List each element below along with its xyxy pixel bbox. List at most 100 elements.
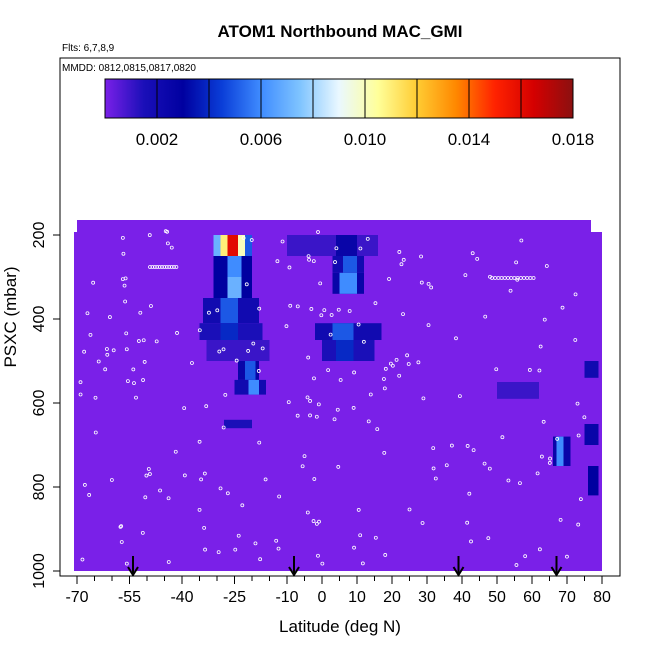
heatmap-cell [584,424,599,445]
sample-dot [352,545,356,550]
sample-dot [149,304,153,308]
sample-dot [197,439,202,444]
sample-dot [431,446,436,451]
sample-dot [336,307,341,312]
colorbar-tick-label: 0.002 [136,130,179,149]
sample-dot [197,328,202,333]
colorbar: 0.002 0.006 0.010 0.014 0.018 [104,78,594,149]
sample-dot [518,481,522,486]
sample-dot [253,541,258,546]
sample-dot [471,448,476,453]
heatmap-cell [287,235,378,256]
sample-dot [390,363,395,368]
sample-dot [131,367,136,372]
sample-dot [383,553,388,557]
sample-dot [87,493,92,497]
sample-dot [538,344,543,349]
sample-dot [241,236,246,240]
x-tick-label: -55 [118,589,141,606]
sample-dot [164,265,169,269]
heatmap-cell [224,419,252,429]
sample-dot [401,257,406,262]
sample-dot [356,322,361,327]
y-tick-label: 800 [31,474,48,501]
heatmap-cell [220,298,238,324]
dates-label: MMDD: 0812,0815,0817,0820 [62,63,196,74]
sample-dot [535,471,540,476]
sample-dot [166,560,171,564]
sample-dot [286,400,291,405]
sample-dot [333,260,337,264]
sample-dot [202,525,207,530]
sample-dot [316,230,320,234]
heatmap-layer [74,220,602,571]
sample-dot [360,561,365,566]
sample-dot [166,496,171,501]
heatmap-cell [248,379,259,395]
sample-dot [88,332,93,337]
sample-dot [544,264,549,268]
sample-dot [141,378,145,382]
sample-dot [109,478,114,482]
sample-dot [388,361,393,366]
sample-dot [280,239,285,244]
y-axis: 200 400 600 800 1000 [31,58,61,589]
sample-dot [175,331,179,335]
sample-dot [274,538,279,543]
sample-dot [314,521,319,526]
chart-title: ATOM1 Northbound MAC_GMI [218,22,463,41]
y-tick-label: 1000 [31,553,48,589]
heatmap-cell [497,382,539,399]
sample-dot [475,256,480,261]
sample-dot [582,415,587,420]
sample-dot [287,265,292,270]
sample-dot [300,464,305,469]
sample-dot [236,533,241,538]
sample-dot [560,305,565,310]
sample-dot [93,395,98,400]
sample-dot [397,373,402,378]
sample-dot [539,454,544,459]
sample-dots-layer [78,229,587,567]
sample-dot [375,427,380,432]
sample-dot [233,547,238,552]
sample-dot [307,257,311,262]
sample-dot [123,299,128,304]
sample-dot [197,507,202,512]
sample-dot [173,449,178,454]
sample-dot [158,488,162,493]
sample-dot [160,265,164,269]
sample-dot [469,539,473,544]
sample-dot [124,331,129,336]
sample-dot [244,282,249,287]
x-tick-label: 70 [558,589,576,606]
sample-dot [82,483,87,487]
sample-dot [523,554,528,559]
sample-dot [419,280,424,285]
x-tick-label: 80 [593,589,611,606]
sample-dot [306,355,311,360]
sample-dot [207,310,211,315]
sample-dot [394,358,399,362]
sample-dot [199,477,204,482]
sample-dot [111,348,116,353]
sample-dot [317,519,321,524]
sample-dot [134,395,138,400]
sample-dot [335,407,340,412]
sample-dot [162,265,167,269]
sample-dot [78,392,83,397]
flight-arrow-head [288,566,300,577]
sample-dot [138,310,143,315]
sample-dot [575,401,580,406]
sample-dot [542,317,547,322]
sample-dot [169,245,174,250]
sample-dot [257,306,262,311]
sample-dot [515,277,520,282]
sample-dot [251,341,256,346]
sample-dot [514,260,519,265]
sample-dot [132,381,136,386]
sample-dot [383,366,388,371]
sample-dot [85,311,90,316]
sample-dot [399,262,404,267]
sample-dot [405,353,409,358]
